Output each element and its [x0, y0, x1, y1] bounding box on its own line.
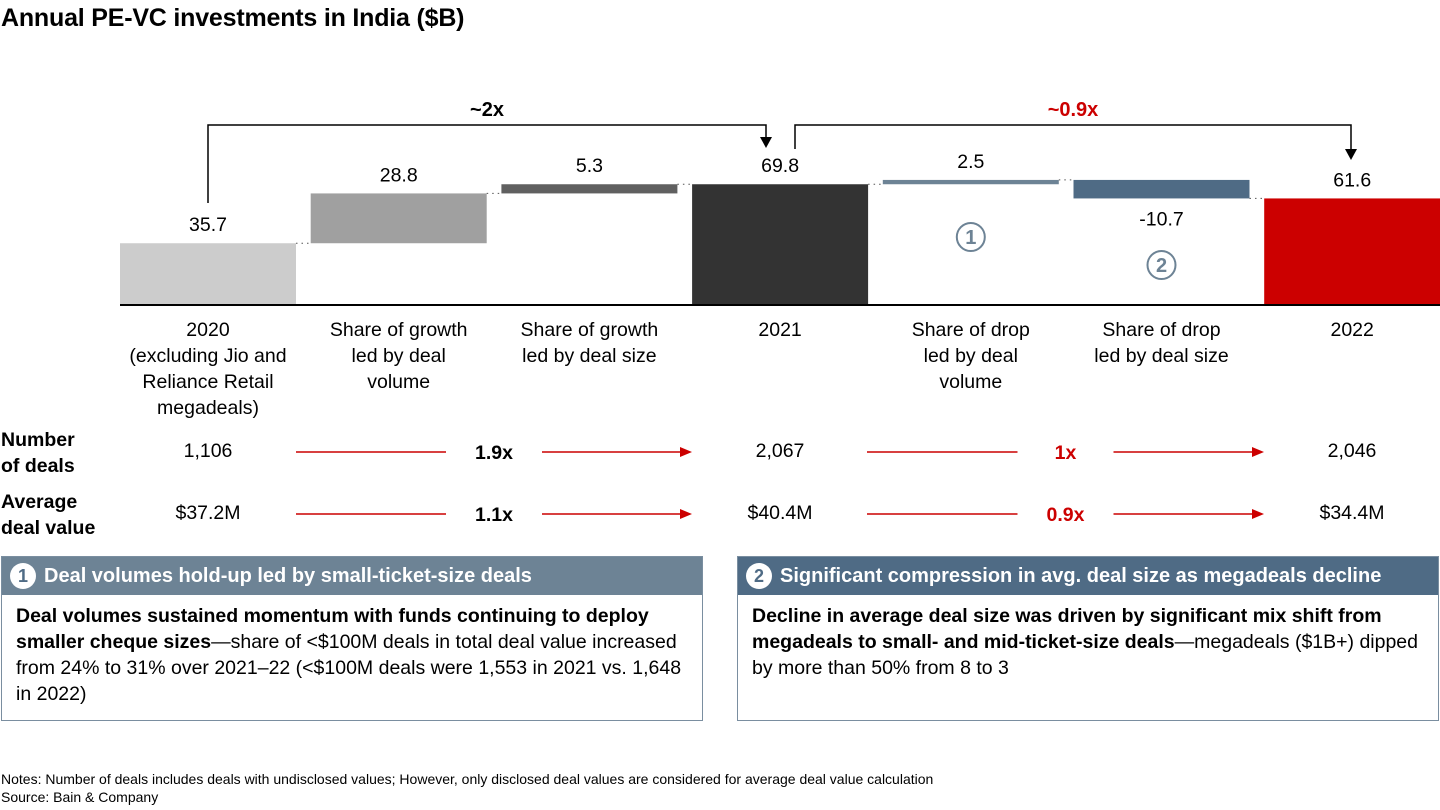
marker-circle-1: [955, 222, 986, 252]
deals-mult-2021-arrowhead: [680, 447, 692, 457]
bracket-label-0: ~2x: [470, 99, 504, 121]
value-label-2: 5.3: [576, 155, 603, 177]
category-label-5: Share of drop led by deal size: [1094, 319, 1229, 367]
notes-text: Notes: Number of deals includes deals wi…: [1, 771, 934, 787]
panel-size: 2 Significant compression in avg. deal s…: [737, 556, 1439, 721]
bar-0: [120, 243, 296, 305]
marker-circle-2: [1146, 250, 1177, 280]
value-label-1: 28.8: [380, 164, 418, 186]
bar-6: [1264, 198, 1440, 305]
panel-size-header: 2 Significant compression in avg. deal s…: [738, 557, 1438, 595]
panel-size-bold: Decline in average deal size was driven …: [752, 605, 1382, 653]
panel-volume-header: 1 Deal volumes hold-up led by small-tick…: [2, 557, 702, 595]
bracket-arrowhead-0: [760, 137, 772, 148]
marker-number-2: 2: [1156, 255, 1167, 277]
bracket-label-1: ~0.9x: [1048, 99, 1099, 121]
value-label-6: 61.6: [1333, 169, 1371, 191]
avg-value-2020: $37.2M: [175, 502, 241, 524]
source-text: Source: Bain & Company: [1, 789, 159, 805]
bracket-arrowhead-1: [1345, 149, 1357, 160]
bar-1: [310, 193, 487, 244]
bar-5: [1073, 179, 1250, 199]
panel-size-title: Significant compression in avg. deal siz…: [780, 564, 1382, 587]
chart-title: Annual PE-VC investments in India ($B): [1, 4, 465, 32]
deals-2021: 2,067: [755, 440, 805, 462]
avg-value-2021: $40.4M: [747, 502, 813, 524]
deals-mult-2022-label: 1x: [1055, 442, 1077, 464]
panel-size-text: —megadeals ($1B+) dipped by more than 50…: [752, 631, 1419, 679]
value-mult-2021-arrowhead: [680, 509, 692, 519]
number-2-badge: 2: [746, 563, 772, 589]
deals-2020: 1,106: [183, 440, 233, 462]
panel-volume-bold: Deal volumes sustained momentum with fun…: [16, 605, 649, 653]
value-row-label: Average deal value: [1, 491, 96, 539]
value-mult-2021-label: 1.1x: [475, 504, 513, 526]
number-1-badge: 1: [10, 563, 36, 589]
deals-row-label: Number of deals: [1, 429, 75, 477]
category-label-4: Share of drop led by deal volume: [911, 319, 1030, 393]
footnotes: Notes: Number of deals includes deals wi…: [1, 770, 933, 806]
category-label-3: 2021: [758, 319, 802, 341]
value-label-3: 69.8: [761, 155, 799, 177]
bar-3: [692, 184, 869, 305]
deals-2022: 2,046: [1327, 440, 1377, 462]
bar-2: [501, 184, 678, 194]
deals-mult-2022-arrowhead: [1252, 447, 1264, 457]
category-label-1: Share of growth led by deal volume: [329, 319, 468, 393]
category-label-6: 2022: [1330, 319, 1374, 341]
value-mult-2022-arrowhead: [1252, 509, 1264, 519]
waterfall-chart: 35.7 28.8 5.3 69.8 2.5 -10.7 61.6 1 2 ~2x ~0.9x 1.9…: [120, 99, 1440, 526]
panel-volume-body: Deal volumes sustained momentum with fun…: [2, 595, 702, 707]
category-label-2: Share of growth led by deal size: [520, 319, 659, 367]
category-label-0: 2020 (excluding Jio and Reliance Retail …: [129, 319, 287, 419]
panel-volume-title: Deal volumes hold-up led by small-ticket…: [44, 564, 532, 587]
bar-4: [882, 179, 1059, 185]
deals-mult-2021-label: 1.9x: [475, 442, 513, 464]
value-mult-2022-label: 0.9x: [1047, 504, 1085, 526]
panel-volume-text: —share of <$100M deals in total deal val…: [16, 631, 682, 705]
value-label-4: 2.5: [957, 151, 984, 173]
value-label-5: -10.7: [1139, 208, 1183, 230]
avg-value-2022: $34.4M: [1319, 502, 1385, 524]
panel-size-body: Decline in average deal size was driven …: [738, 595, 1438, 681]
marker-number-1: 1: [965, 227, 976, 249]
bracket-line-1: [794, 124, 1352, 150]
panel-volume: 1 Deal volumes hold-up led by small-tick…: [1, 556, 703, 721]
bracket-line-0: [207, 124, 767, 203]
value-label-0: 35.7: [189, 214, 227, 236]
